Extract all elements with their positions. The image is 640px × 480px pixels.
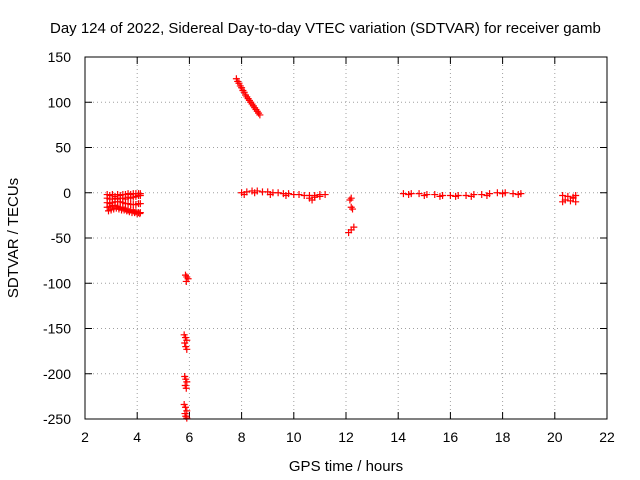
data-point: [240, 191, 248, 199]
data-point: [478, 191, 486, 199]
data-series: [103, 75, 580, 422]
y-tick-label: -150: [43, 321, 71, 337]
data-point: [181, 403, 189, 411]
data-point: [493, 189, 501, 197]
data-point: [316, 192, 324, 200]
data-point: [347, 203, 355, 211]
data-point: [182, 384, 190, 392]
data-point: [347, 194, 355, 202]
x-tick-label: 10: [286, 429, 302, 445]
data-point: [136, 191, 144, 199]
data-point: [350, 223, 358, 231]
plot-frame: [84, 56, 608, 420]
data-point: [572, 198, 580, 206]
y-tick-label: -50: [51, 230, 71, 246]
data-point: [514, 191, 522, 199]
data-point: [346, 196, 354, 204]
data-point: [251, 189, 259, 197]
data-point: [308, 196, 316, 204]
data-point: [559, 191, 567, 199]
data-point: [559, 198, 567, 206]
grid: [85, 57, 607, 419]
chart-title: Day 124 of 2022, Sidereal Day-to-day VTE…: [50, 20, 601, 37]
data-point: [452, 192, 460, 200]
data-point: [321, 191, 329, 199]
data-point: [282, 191, 290, 199]
data-point: [183, 345, 191, 353]
data-point: [499, 190, 507, 198]
data-point: [182, 277, 190, 285]
data-point: [509, 190, 517, 198]
data-point: [564, 192, 572, 200]
x-tick-label: 2: [81, 429, 89, 445]
data-point: [136, 200, 144, 208]
x-tick-label: 18: [495, 429, 511, 445]
data-point: [266, 191, 274, 199]
data-point: [446, 191, 454, 199]
x-tick-label: 20: [547, 429, 563, 445]
y-tick-label: 100: [48, 94, 72, 110]
x-tick-label: 22: [599, 429, 615, 445]
y-tick-label: -250: [43, 411, 71, 427]
data-point: [431, 191, 439, 199]
data-point: [420, 191, 428, 199]
x-tick-label: 8: [238, 429, 246, 445]
data-point: [405, 191, 413, 199]
data-point: [462, 191, 470, 199]
y-tick-label: 0: [63, 185, 71, 201]
y-tick-label: 150: [48, 49, 72, 65]
data-point: [295, 191, 303, 199]
data-point: [181, 339, 189, 347]
data-point: [274, 189, 282, 197]
x-tick-label: 16: [443, 429, 459, 445]
data-point: [569, 194, 577, 202]
data-point: [415, 190, 423, 198]
data-point: [483, 191, 491, 199]
data-point: [399, 190, 407, 198]
data-point: [183, 378, 191, 386]
data-point: [183, 414, 191, 422]
x-tick-label: 12: [338, 429, 354, 445]
data-point: [467, 192, 475, 200]
x-axis-label: GPS time / hours: [289, 458, 403, 475]
data-point: [136, 210, 144, 218]
y-tick-label: 50: [55, 140, 71, 156]
tick-labels: 2 4 6 8 10 12 14 16 18 20 22 150 100 50 0 -50 -100 -150 -2…: [43, 49, 615, 445]
data-point: [436, 192, 444, 200]
y-tick-label: -100: [43, 275, 71, 291]
x-tick-label: 4: [133, 429, 141, 445]
data-point: [256, 111, 264, 119]
y-axis-label: SDTVAR / TECUs: [5, 178, 22, 298]
y-tick-label: -200: [43, 366, 71, 382]
x-tick-label: 14: [390, 429, 406, 445]
data-point: [349, 205, 357, 213]
x-tick-label: 6: [186, 429, 194, 445]
